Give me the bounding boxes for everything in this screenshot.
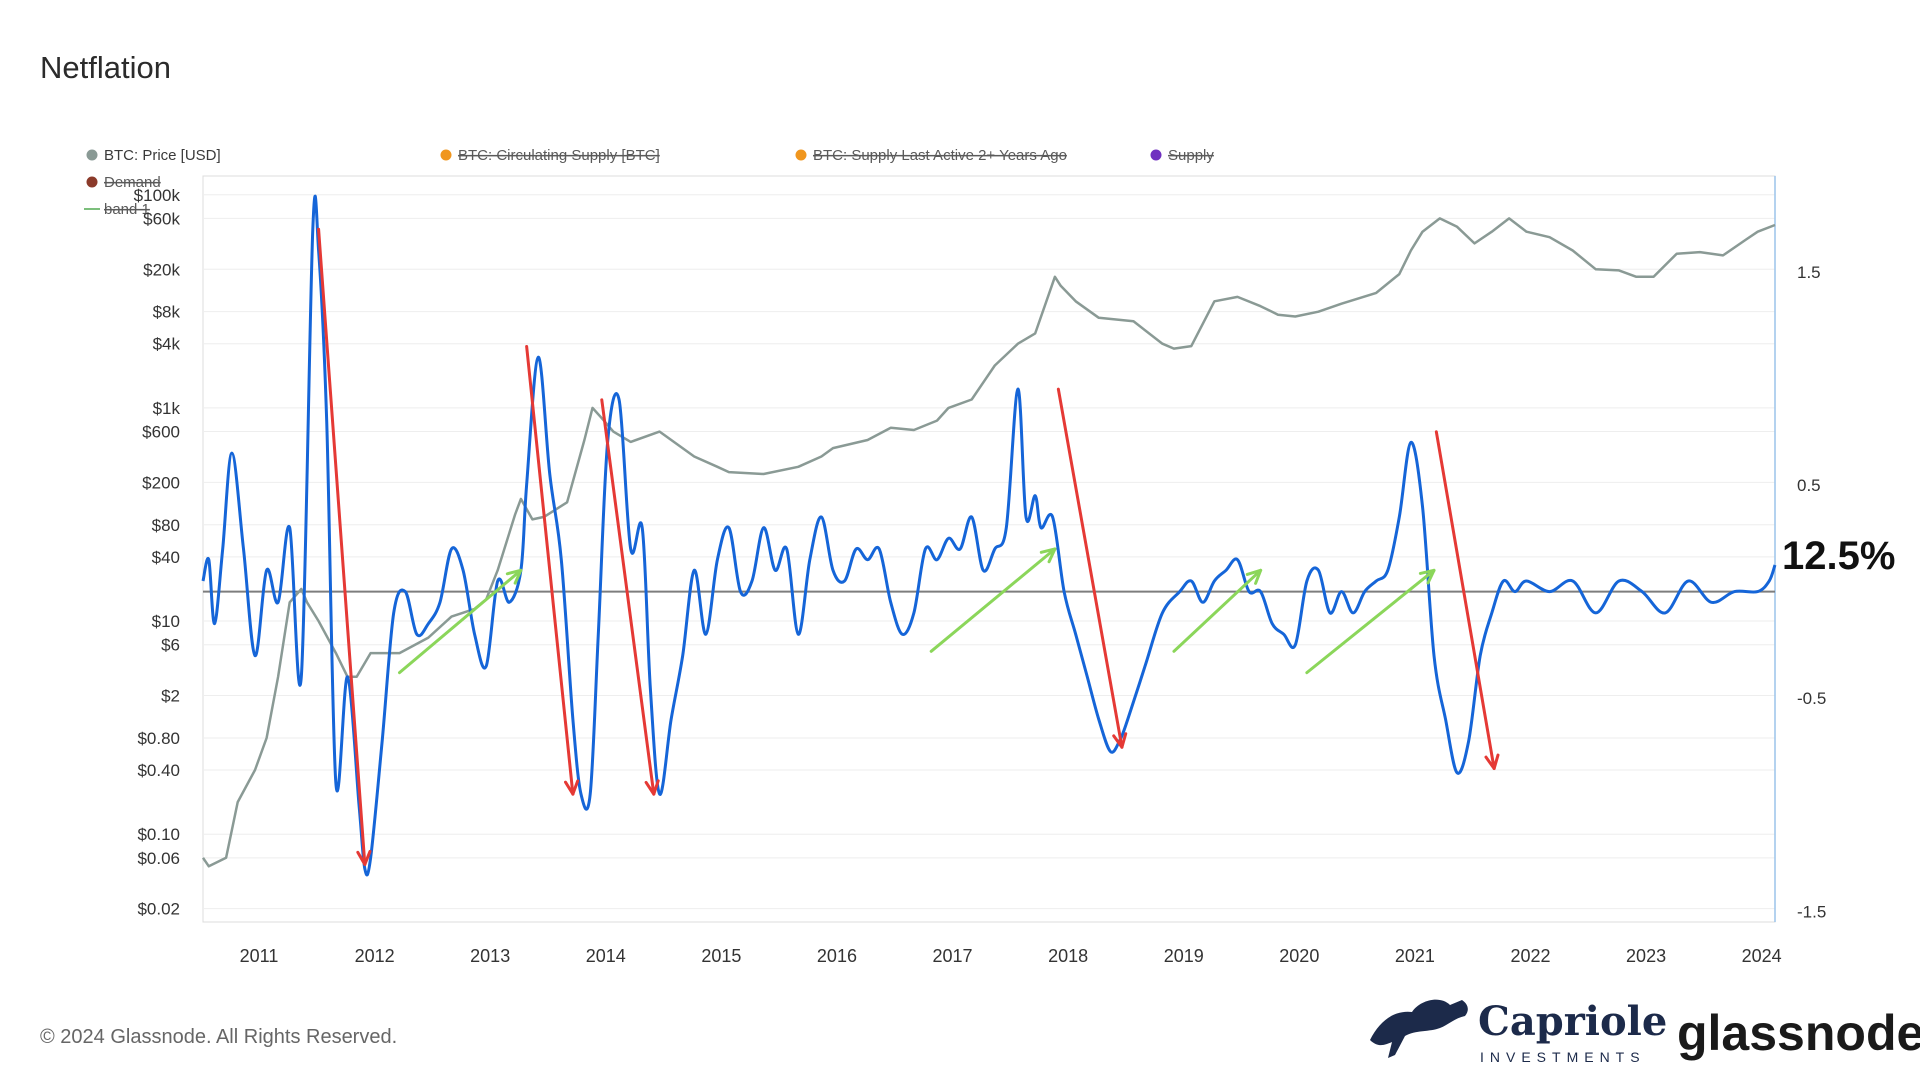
legend-marker-icon — [440, 149, 452, 161]
right-axis: -1.5 -0.5 0.5 1.5 — [1774, 176, 1826, 922]
legend-item[interactable]: Demand — [86, 174, 161, 191]
left-tick-label: $8k — [153, 303, 181, 322]
netflation-line — [201, 194, 1777, 877]
left-tick-label: $0.02 — [137, 900, 180, 919]
left-tick-label: $0.40 — [137, 761, 180, 780]
right-tick-label: 1.5 — [1797, 263, 1821, 282]
right-tick-label: -1.5 — [1797, 902, 1826, 921]
left-tick-label: $6 — [161, 636, 180, 655]
legend-item[interactable]: band 1 — [84, 201, 150, 218]
legend-label: band 1 — [104, 201, 150, 218]
left-tick-label: $600 — [142, 423, 180, 442]
x-tick-label: 2018 — [1048, 946, 1088, 966]
legend-marker-icon — [1150, 149, 1162, 161]
copyright-text: © 2024 Glassnode. All Rights Reserved. — [40, 1026, 397, 1048]
left-tick-label: $0.06 — [137, 849, 180, 868]
capriole-subtitle: INVESTMENTS — [1480, 1049, 1646, 1065]
legend-item[interactable]: BTC: Circulating Supply [BTC] — [440, 147, 660, 164]
horse-icon — [1370, 999, 1468, 1058]
right-tick-label: 0.5 — [1797, 476, 1821, 495]
legend-label: BTC: Supply Last Active 2+ Years Ago — [813, 147, 1067, 164]
series-layer — [201, 194, 1777, 877]
left-tick-label: $200 — [142, 473, 180, 492]
x-tick-label: 2014 — [586, 946, 626, 966]
left-tick-label: $4k — [153, 335, 181, 354]
up-arrow — [398, 568, 523, 675]
legend-item[interactable]: BTC: Supply Last Active 2+ Years Ago — [795, 147, 1067, 164]
x-tick-label: 2015 — [701, 946, 741, 966]
up-arrow — [1305, 568, 1436, 675]
glassnode-wordmark: glassnode — [1677, 1005, 1920, 1061]
left-tick-label: $10 — [152, 612, 180, 631]
x-tick-label: 2020 — [1279, 946, 1319, 966]
down-arrow — [1434, 430, 1500, 771]
page-title: Netflation — [40, 50, 171, 85]
plot-frame — [202, 175, 1776, 923]
down-arrow — [525, 345, 580, 796]
left-tick-label: $80 — [152, 516, 180, 535]
down-arrow — [600, 398, 660, 796]
x-tick-label: 2019 — [1164, 946, 1204, 966]
current-value-annotation: 12.5% — [1782, 534, 1895, 578]
legend-label: Supply — [1168, 147, 1214, 164]
x-axis: 2011 2012 2013 2014 2015 2016 2017 2018 2019 2020… — [240, 946, 1782, 966]
left-tick-label: $100k — [134, 186, 181, 205]
up-arrow — [929, 547, 1057, 653]
x-tick-label: 2024 — [1742, 946, 1782, 966]
left-tick-label: $1k — [153, 399, 181, 418]
left-tick-label: $20k — [143, 260, 180, 279]
legend-item[interactable]: BTC: Price [USD] — [86, 147, 221, 164]
capriole-logo: Capriole INVESTMENTS — [1370, 998, 1667, 1065]
gridlines — [203, 194, 1775, 910]
x-tick-label: 2011 — [240, 946, 279, 966]
left-tick-label: $2 — [161, 687, 180, 706]
x-tick-label: 2016 — [817, 946, 857, 966]
legend-item[interactable]: Supply — [1150, 147, 1215, 164]
x-tick-label: 2023 — [1626, 946, 1666, 966]
legend-label: BTC: Circulating Supply [BTC] — [458, 147, 660, 164]
left-tick-label: $0.80 — [137, 729, 180, 748]
btc-price-line — [201, 217, 1776, 868]
left-tick-label: $0.10 — [137, 825, 180, 844]
legend-label: BTC: Price [USD] — [104, 147, 221, 164]
x-tick-label: 2021 — [1395, 946, 1435, 966]
x-tick-label: 2017 — [933, 946, 973, 966]
left-tick-label: $40 — [152, 548, 180, 567]
legend-marker-icon — [795, 149, 807, 161]
x-tick-label: 2013 — [470, 946, 510, 966]
legend-marker-icon — [86, 149, 98, 161]
legend-marker-icon — [86, 176, 98, 188]
capriole-wordmark: Capriole — [1478, 998, 1667, 1045]
up-arrow — [1172, 568, 1263, 653]
down-arrow — [317, 227, 372, 866]
left-axis: $0.02 $0.06 $0.10 $0.40 $0.80 $2 $6 $10 $40 $80 $2… — [134, 186, 181, 919]
x-tick-label: 2012 — [355, 946, 395, 966]
arrow-layer — [317, 227, 1500, 866]
right-tick-label: -0.5 — [1797, 689, 1826, 708]
legend-label: Demand — [104, 174, 161, 191]
x-tick-label: 2022 — [1510, 946, 1550, 966]
left-tick-label: $60k — [143, 209, 180, 228]
down-arrow — [1056, 387, 1128, 749]
plot-area: $0.02 $0.06 $0.10 $0.40 $0.80 $2 $6 $10 $40 $80 $2… — [134, 175, 1826, 966]
